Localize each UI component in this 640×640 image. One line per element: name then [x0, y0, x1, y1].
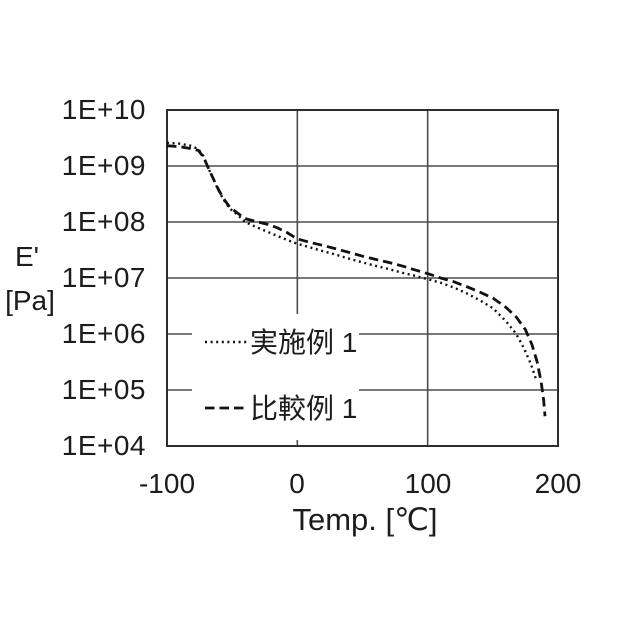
series-curve-dashed — [166, 144, 547, 417]
plot-border — [166, 109, 559, 447]
x-tick-neg100: -100 — [138, 468, 196, 499]
legend-box — [192, 314, 359, 440]
x-tick-200: 200 — [534, 468, 582, 499]
legend-label-comparative1: 比較例 1 — [250, 393, 358, 424]
y-tick-1e05: 1E+05 — [61, 374, 146, 405]
x-tick-100: 100 — [404, 468, 452, 499]
y-tick-1e06: 1E+06 — [61, 318, 146, 349]
y-tick-1e07: 1E+07 — [61, 262, 146, 293]
y-tick-1e09: 1E+09 — [61, 150, 146, 181]
x-axis-title: Temp. [℃] — [292, 502, 438, 537]
y-axis-label-unit: [Pa] — [5, 285, 55, 316]
y-tick-1e08: 1E+08 — [61, 206, 146, 237]
legend-label-example1: 実施例 1 — [250, 327, 358, 358]
x-tick-0: 0 — [289, 468, 305, 499]
y-axis-label-symbol: E' — [14, 241, 40, 272]
y-tick-1e10: 1E+10 — [61, 94, 146, 125]
y-tick-1e04: 1E+04 — [61, 430, 146, 461]
